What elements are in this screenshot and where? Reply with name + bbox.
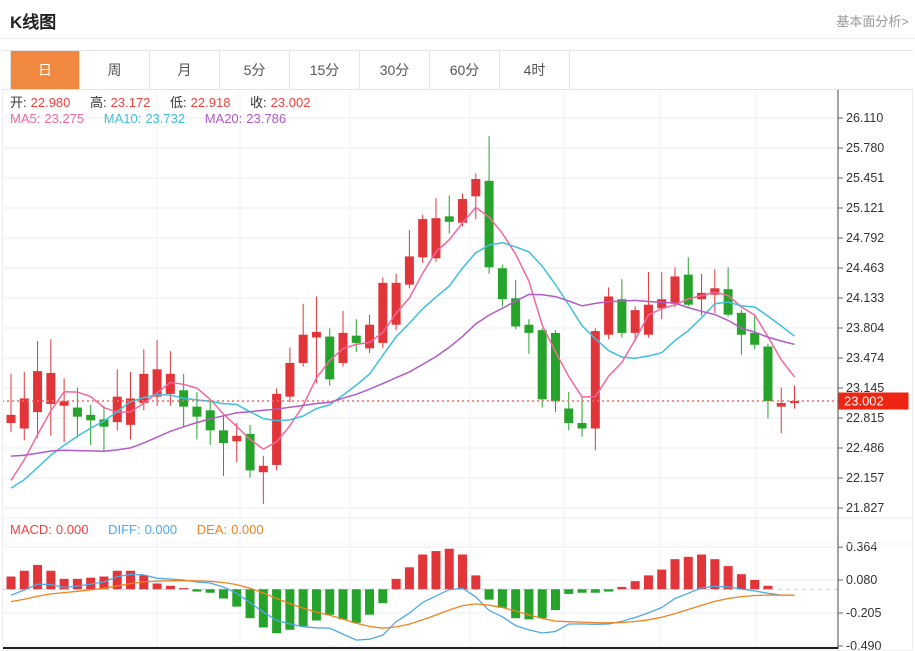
tab-week[interactable]: 周 (80, 51, 150, 89)
tab-day[interactable]: 日 (10, 51, 80, 89)
macd-value: 0.000 (55, 522, 89, 537)
tab-4hour[interactable]: 4时 (500, 51, 570, 89)
high-label: 高: (90, 95, 107, 110)
tab-month[interactable]: 月 (150, 51, 220, 89)
ma20-value: 23.786 (246, 111, 287, 126)
close-value: 23.002 (270, 95, 311, 110)
main-y-tick-label: 24.792 (846, 231, 884, 245)
low-label: 低: (170, 95, 187, 110)
main-y-tick-label: 25.780 (846, 141, 884, 155)
main-y-tick-label: 21.827 (846, 501, 884, 515)
dea-label: DEA: (196, 522, 228, 537)
page-title: K线图 (10, 13, 57, 32)
tab-5min[interactable]: 5分 (220, 51, 290, 89)
main-y-tick-label: 22.157 (846, 471, 884, 485)
main-y-tick-label: 23.474 (846, 351, 884, 365)
ma5-line (10, 206, 796, 481)
ma20-line (10, 293, 795, 457)
candles-layer (6, 136, 800, 505)
vertical-gridlines (156, 91, 757, 647)
open-value: 22.980 (30, 95, 71, 110)
main-grid-and-ticks: 26.110 25.780 25.451 25.121 24.792 24.463 24.1… (2, 111, 884, 515)
ma5-value: 23.275 (44, 111, 85, 126)
macd-label: MACD: (10, 522, 52, 537)
low-value: 22.918 (190, 95, 231, 110)
main-y-tick-label: 26.110 (846, 111, 883, 125)
tab-15min[interactable]: 15分 (290, 51, 360, 89)
diff-line (10, 573, 795, 641)
macd-y-tick-label: 0.364 (846, 540, 877, 554)
high-value: 23.172 (110, 95, 151, 110)
ma5-label: MA5: (10, 111, 41, 126)
main-y-tick-label: 25.121 (846, 201, 884, 215)
macd-y-tick-label: -0.205 (846, 606, 881, 620)
panel-lines (2, 88, 913, 651)
close-label: 收: (250, 95, 267, 110)
ohlc-info-row: 开: 22.980 高: 23.172 低: 22.918 收: 23.002 (10, 92, 314, 111)
main-y-tick-label: 25.451 (846, 171, 884, 185)
ma10-value: 23.732 (145, 111, 186, 126)
page-header: K线图 基本面分析> (0, 0, 915, 39)
ma10-line (10, 241, 795, 489)
macd-y-tick-label: -0.490 (846, 639, 881, 651)
macd-histogram (6, 548, 773, 634)
current-price-tag: 23.002 (838, 392, 909, 410)
main-y-tick-label: 22.815 (846, 411, 884, 425)
diff-value: 0.000 (144, 522, 178, 537)
fundamental-analysis-link[interactable]: 基本面分析> (836, 14, 909, 29)
current-price-tag-text: 23.002 (844, 394, 884, 409)
interval-tabbar: 日周月 5分 15分 30分 60分 4时 (2, 50, 913, 90)
main-y-tick-label: 24.133 (846, 291, 884, 305)
ma20-label: MA20: (204, 111, 243, 126)
main-y-tick-label: 22.486 (846, 441, 884, 455)
open-label: 开: (10, 95, 27, 110)
tab-30min[interactable]: 30分 (360, 51, 430, 89)
dea-line (10, 579, 795, 629)
tab-60min[interactable]: 60分 (430, 51, 500, 89)
macd-info-row: MACD: 0.000 DIFF: 0.000 DEA: 0.000 (10, 522, 268, 537)
main-y-tick-label: 23.145 (846, 381, 884, 395)
ma10-label: MA10: (103, 111, 142, 126)
main-y-tick-label: 24.463 (846, 261, 884, 275)
dea-value: 0.000 (231, 522, 264, 537)
diff-label: DIFF: (108, 522, 141, 537)
main-y-tick-label: 23.804 (846, 321, 884, 335)
ma-info-row: MA5: 23.275 MA10: 23.732 MA20: 23.786 (10, 111, 290, 126)
macd-y-tick-label: 0.080 (846, 573, 877, 587)
